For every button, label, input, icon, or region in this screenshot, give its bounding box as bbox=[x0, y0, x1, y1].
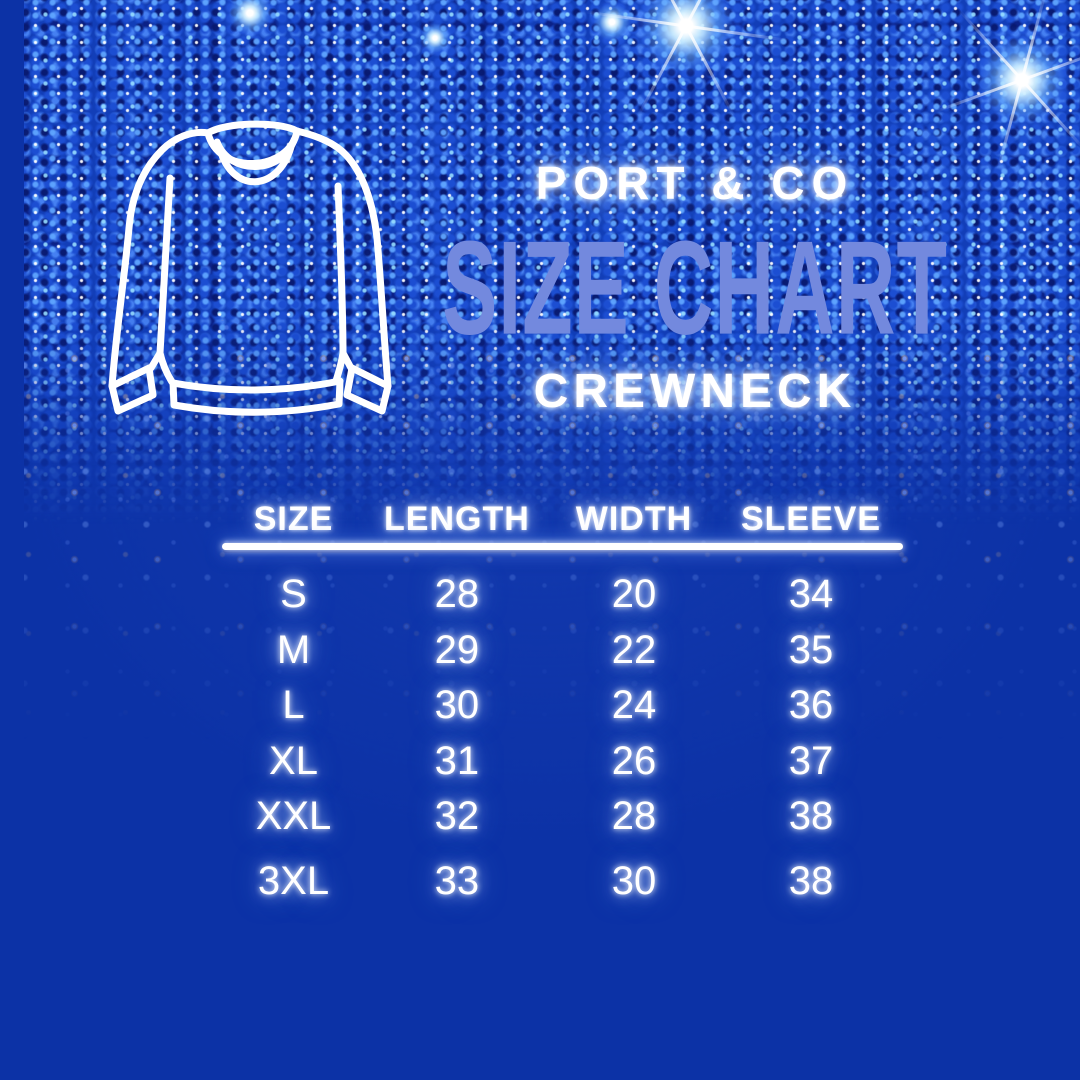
brand-name: PORT & CO bbox=[535, 157, 855, 209]
cell-length: 31 bbox=[434, 738, 480, 783]
cell-length: 33 bbox=[434, 858, 480, 903]
column-header-width: WIDTH bbox=[575, 500, 693, 538]
table-body: S 28 20 34 M 29 22 35 L 30 24 36 XL 31 26 37 XXL 32 28 38 3X… bbox=[222, 567, 903, 909]
cell-size: 3XL bbox=[257, 858, 330, 903]
cell-sleeve: 34 bbox=[788, 572, 834, 617]
cell-size: XXL bbox=[255, 794, 332, 839]
table-header-row: SIZE LENGTH WIDTH SLEEVE bbox=[222, 500, 903, 539]
table-row: M 29 22 35 bbox=[222, 623, 903, 679]
column-header-length: LENGTH bbox=[384, 500, 530, 538]
cell-length: 28 bbox=[434, 572, 480, 617]
column-header-size: SIZE bbox=[253, 500, 334, 538]
table-row: XL 31 26 37 bbox=[222, 734, 903, 790]
cell-sleeve: 35 bbox=[788, 627, 834, 672]
cell-sleeve: 38 bbox=[788, 794, 834, 839]
cell-length: 32 bbox=[434, 794, 480, 839]
cell-sleeve: 36 bbox=[788, 683, 834, 728]
cell-size: XL bbox=[269, 738, 318, 783]
cell-size: S bbox=[280, 572, 307, 617]
cell-size: M bbox=[276, 627, 311, 672]
table-row: S 28 20 34 bbox=[222, 567, 903, 623]
header-divider-line bbox=[222, 543, 903, 550]
cell-width: 30 bbox=[611, 858, 657, 903]
cell-width: 20 bbox=[611, 572, 657, 617]
cell-length: 30 bbox=[434, 683, 480, 728]
cell-sleeve: 37 bbox=[788, 738, 834, 783]
table-row: L 30 24 36 bbox=[222, 678, 903, 734]
product-subtitle: CREWNECK bbox=[533, 365, 857, 418]
table-row: XXL 32 28 38 bbox=[222, 789, 903, 845]
cell-width: 26 bbox=[611, 738, 657, 783]
cell-width: 22 bbox=[611, 627, 657, 672]
cell-width: 24 bbox=[611, 683, 657, 728]
cell-length: 29 bbox=[434, 627, 480, 672]
cell-size: L bbox=[282, 683, 305, 728]
column-header-sleeve: SLEEVE bbox=[740, 500, 882, 538]
cell-width: 28 bbox=[611, 794, 657, 839]
crewneck-sweater-outline-icon bbox=[108, 120, 392, 416]
page-title: SIZE CHART bbox=[442, 214, 948, 363]
table-row: 3XL 33 30 38 bbox=[222, 854, 903, 910]
cell-sleeve: 38 bbox=[788, 858, 834, 903]
